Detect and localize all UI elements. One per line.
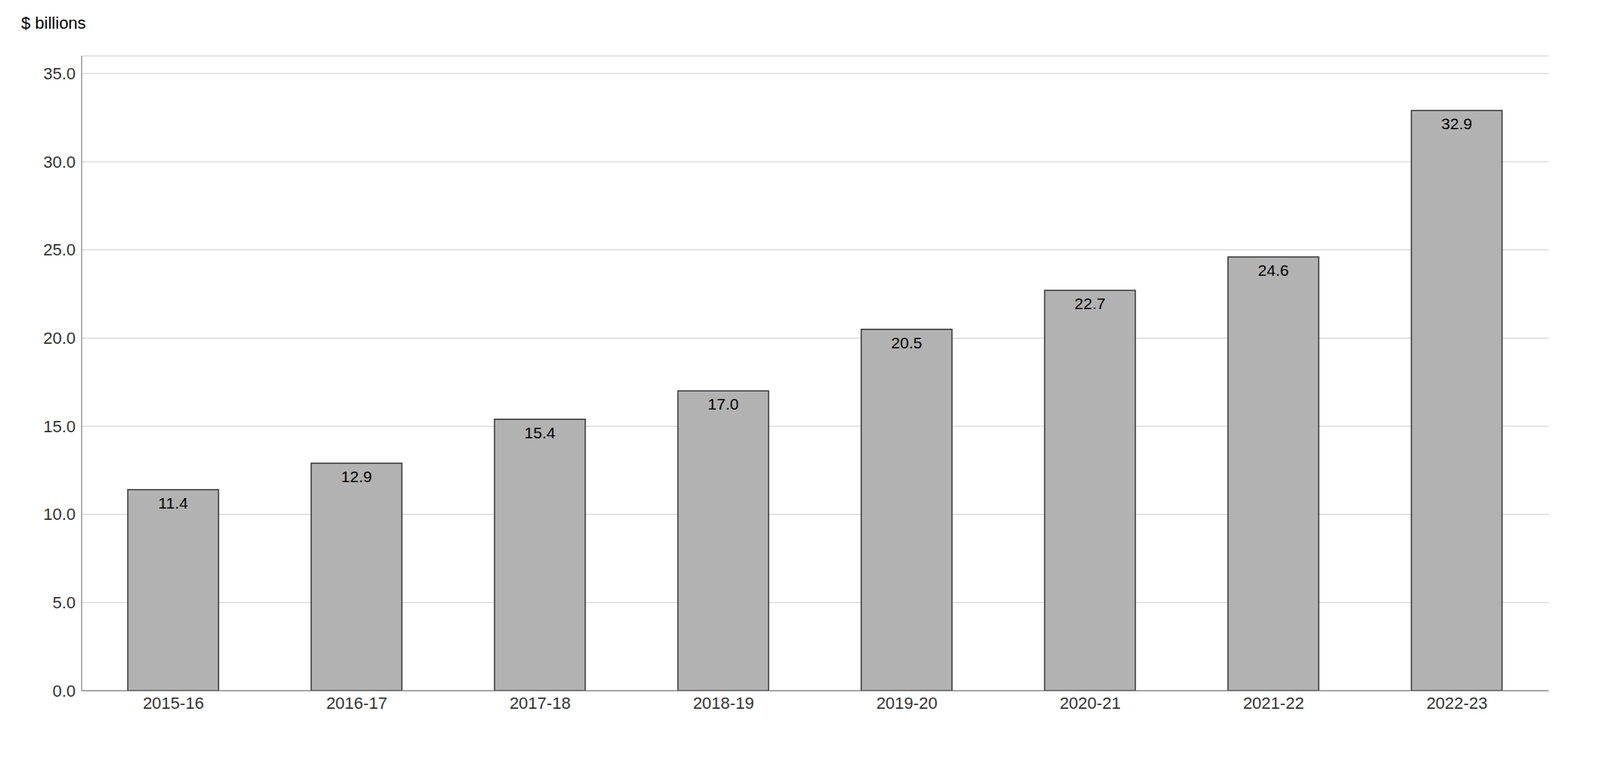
svg-text:0.0: 0.0 (52, 682, 76, 701)
svg-text:15.4: 15.4 (524, 424, 556, 442)
svg-text:2016-17: 2016-17 (325, 694, 388, 714)
svg-text:2022-23: 2022-23 (1426, 694, 1488, 714)
svg-text:2015-16: 2015-16 (142, 694, 205, 714)
svg-text:20.0: 20.0 (43, 328, 76, 348)
svg-text:2021-22: 2021-22 (1243, 694, 1305, 714)
svg-text:32.9: 32.9 (1441, 114, 1473, 133)
svg-text:11.4: 11.4 (158, 494, 189, 512)
svg-text:30.0: 30.0 (43, 152, 76, 172)
svg-text:25.0: 25.0 (43, 240, 76, 260)
svg-text:2019-20: 2019-20 (876, 694, 938, 714)
svg-text:12.9: 12.9 (341, 468, 373, 486)
svg-text:5.0: 5.0 (52, 593, 76, 613)
svg-text:10.0: 10.0 (43, 505, 76, 525)
svg-text:2020-21: 2020-21 (1059, 694, 1121, 714)
html-text:$ billions: $ billions (21, 13, 86, 33)
svg-text:2018-19: 2018-19 (692, 694, 754, 714)
svg-text:22.7: 22.7 (1074, 294, 1106, 313)
svg-text:2017-18: 2017-18 (509, 694, 571, 714)
svg-text:24.6: 24.6 (1258, 261, 1290, 280)
svg-text:15.0: 15.0 (43, 417, 76, 437)
svg-text:35.0: 35.0 (43, 64, 76, 84)
svg-text:20.5: 20.5 (891, 334, 923, 352)
svg-text:17.0: 17.0 (707, 395, 739, 413)
